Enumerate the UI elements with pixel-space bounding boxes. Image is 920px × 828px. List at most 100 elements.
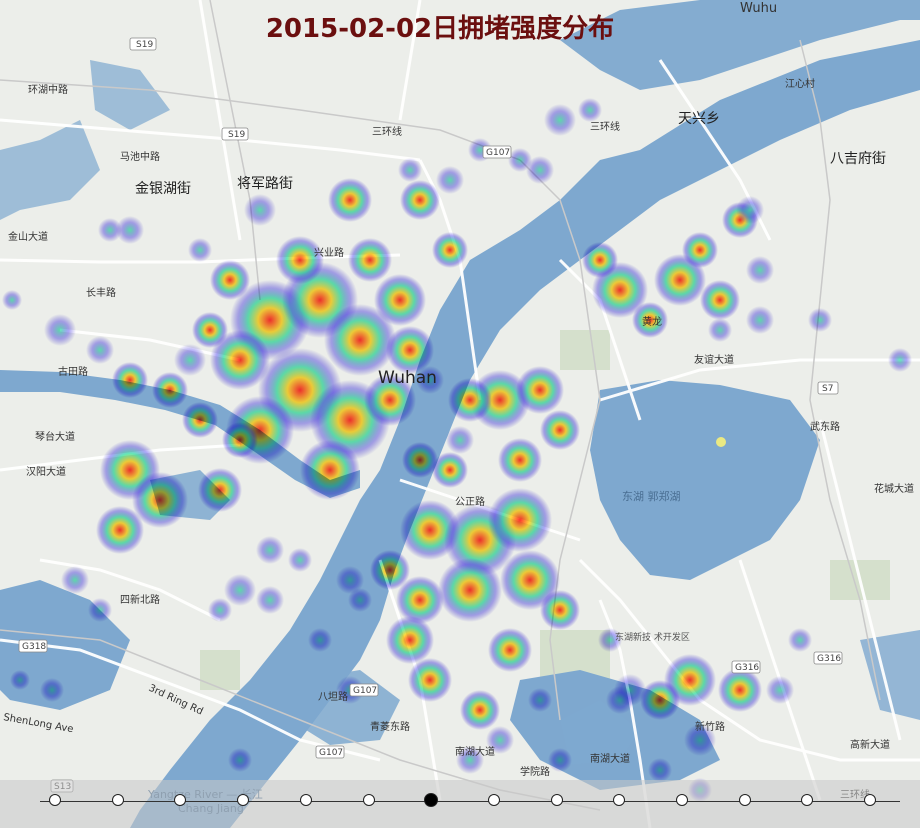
shield-g107b: G107: [349, 683, 379, 697]
timeline-dot[interactable]: [424, 793, 439, 807]
shield-g107c: G107: [315, 745, 345, 759]
heat-blob: [86, 336, 114, 364]
heat-blob: [448, 378, 492, 422]
timeline-dot[interactable]: [613, 794, 626, 806]
svg-text:S19: S19: [228, 130, 245, 140]
heat-blob: [96, 506, 144, 554]
heat-blob: [364, 374, 416, 426]
label-wuhan: Wuhan: [378, 368, 437, 388]
heat-blob: [578, 98, 602, 122]
label-huanglong: 黄龙: [642, 315, 662, 328]
timeline-dot[interactable]: [676, 794, 688, 806]
timeline-dot[interactable]: [174, 794, 187, 806]
label-xingye: 兴业路: [314, 246, 344, 259]
heat-blob: [198, 468, 242, 512]
heat-blob: [498, 438, 542, 482]
heat-blob: [386, 616, 434, 664]
label-huacheng: 花城大道: [874, 482, 914, 495]
heat-blob: [116, 216, 144, 244]
poi-marker: [716, 437, 726, 447]
heat-blob: [700, 280, 740, 320]
heat-blob: [398, 158, 422, 182]
heat-blob: [386, 326, 434, 374]
heat-blob: [88, 598, 112, 622]
heat-blob: [488, 488, 552, 552]
heat-blob: [244, 194, 276, 226]
heat-blob: [808, 308, 832, 332]
heat-blob: [210, 260, 250, 300]
label-youyi: 友谊大道: [694, 353, 734, 366]
timeline-dot[interactable]: [738, 794, 751, 806]
label-jinshan: 金山大道: [8, 230, 48, 243]
shield-s19b: S19: [221, 127, 249, 141]
label-xinzhu: 新竹路: [695, 720, 725, 733]
timeline-track: [40, 801, 900, 802]
heat-blob: [582, 242, 618, 278]
heat-blob: [396, 576, 444, 624]
label-huanhu: 环湖中路: [28, 83, 68, 96]
heat-blob: [682, 232, 718, 268]
timeline-dot[interactable]: [299, 794, 312, 806]
heat-blob: [2, 290, 22, 310]
heat-blob: [61, 566, 89, 594]
shield-g316b: G316: [731, 660, 761, 674]
heat-blob: [132, 472, 188, 528]
label-machi: 马池中路: [120, 150, 160, 163]
heat-blob: [228, 748, 252, 772]
svg-text:G107: G107: [353, 686, 377, 696]
heat-blob: [456, 746, 484, 774]
heat-blob: [606, 686, 634, 714]
heat-blob: [336, 566, 364, 594]
label-hanyang: 汉阳大道: [26, 465, 66, 478]
heat-blob: [540, 590, 580, 630]
heat-blob: [540, 410, 580, 450]
heat-blob: [324, 304, 396, 376]
svg-text:S7: S7: [822, 384, 833, 394]
timeline-bar[interactable]: [0, 780, 920, 828]
svg-text:G316: G316: [735, 663, 759, 673]
heat-blob: [192, 312, 228, 348]
label-gongzheng: 公正路: [455, 495, 485, 508]
heat-blob: [432, 232, 468, 268]
svg-text:G316: G316: [817, 654, 841, 664]
heat-blob: [308, 628, 332, 652]
label-wudong: 武东路: [810, 420, 840, 433]
label-bayi: 八坦路: [318, 690, 348, 703]
heat-blob: [416, 366, 444, 394]
label-tianxingxiang: 天兴乡: [678, 111, 720, 127]
label-qintai: 琴台大道: [35, 430, 75, 443]
label-jiangjunlu: 将军路街: [237, 176, 293, 192]
heat-blob: [446, 426, 474, 454]
timeline-dot[interactable]: [487, 794, 500, 806]
heat-blob: [460, 690, 500, 730]
timeline-dot[interactable]: [111, 794, 124, 806]
timeline-dot[interactable]: [237, 794, 250, 806]
heat-blob: [746, 256, 774, 284]
heat-blob: [408, 658, 452, 702]
heat-blob: [708, 318, 732, 342]
label-sixin: 四新北路: [120, 593, 160, 606]
label-bajifujie: 八吉府街: [830, 151, 886, 167]
label-sanhuan-ne: 三环线: [590, 120, 620, 133]
timeline-dot[interactable]: [49, 794, 61, 806]
timeline-dot[interactable]: [550, 794, 563, 806]
timeline-dot[interactable]: [362, 794, 375, 806]
heat-blob: [526, 156, 554, 184]
heat-blob: [98, 218, 122, 242]
heat-blob: [432, 452, 468, 488]
heat-blob: [300, 440, 360, 500]
timeline-dot[interactable]: [864, 794, 877, 806]
heat-blob: [516, 366, 564, 414]
heat-blob: [210, 330, 270, 390]
heat-blob: [544, 104, 576, 136]
label-changfeng: 长丰路: [86, 286, 116, 299]
heat-blob: [112, 362, 148, 398]
heat-blob: [328, 178, 372, 222]
heat-blob: [374, 274, 426, 326]
timeline-dot[interactable]: [801, 794, 814, 806]
label-jiangxincun: 江心村: [785, 77, 815, 90]
heat-blob: [288, 548, 312, 572]
heat-blob: [40, 678, 64, 702]
heat-blob: [598, 628, 622, 652]
